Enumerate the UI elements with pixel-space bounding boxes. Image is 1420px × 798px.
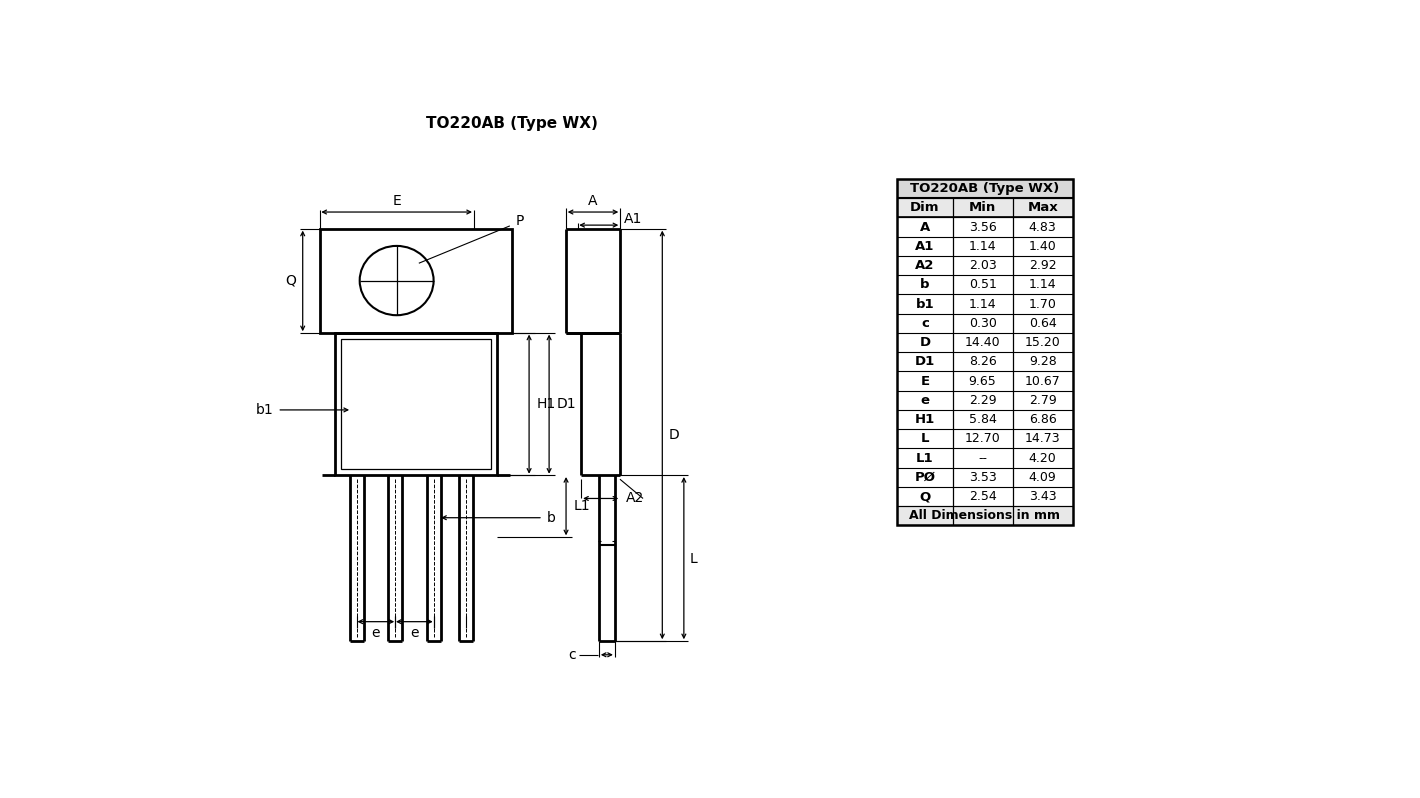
Bar bbox=[897, 179, 1072, 198]
Text: D: D bbox=[919, 336, 930, 349]
Text: Q: Q bbox=[919, 490, 930, 503]
Text: 2.29: 2.29 bbox=[968, 393, 997, 407]
Text: TO220AB (Type WX): TO220AB (Type WX) bbox=[910, 182, 1059, 195]
Text: Min: Min bbox=[968, 201, 997, 215]
Text: A: A bbox=[588, 194, 598, 208]
Text: D: D bbox=[669, 429, 679, 442]
Text: A2: A2 bbox=[914, 259, 934, 272]
Text: b: b bbox=[920, 279, 930, 291]
Text: 10.67: 10.67 bbox=[1025, 374, 1061, 388]
Text: 2.92: 2.92 bbox=[1030, 259, 1056, 272]
Text: Max: Max bbox=[1027, 201, 1058, 215]
Text: 6.86: 6.86 bbox=[1030, 413, 1056, 426]
Text: 9.65: 9.65 bbox=[968, 374, 997, 388]
Text: PØ: PØ bbox=[914, 471, 936, 484]
Text: TO220AB (Type WX): TO220AB (Type WX) bbox=[426, 116, 598, 131]
Text: e: e bbox=[920, 393, 929, 407]
Bar bbox=[897, 179, 1072, 525]
Text: 0.51: 0.51 bbox=[968, 279, 997, 291]
Text: 3.43: 3.43 bbox=[1030, 490, 1056, 503]
Text: 1.70: 1.70 bbox=[1028, 298, 1056, 310]
Text: A2: A2 bbox=[626, 492, 645, 505]
Text: 0.30: 0.30 bbox=[968, 317, 997, 330]
Text: D1: D1 bbox=[557, 397, 577, 411]
Text: --: -- bbox=[978, 452, 987, 464]
Text: A1: A1 bbox=[623, 212, 642, 226]
Text: 1.40: 1.40 bbox=[1030, 239, 1056, 253]
Text: b: b bbox=[547, 511, 555, 525]
Text: 12.70: 12.70 bbox=[964, 433, 1001, 445]
Text: 14.40: 14.40 bbox=[964, 336, 1001, 349]
Text: 1.14: 1.14 bbox=[1030, 279, 1056, 291]
Bar bbox=[897, 506, 1072, 525]
Text: H1: H1 bbox=[914, 413, 934, 426]
Text: 1.14: 1.14 bbox=[968, 298, 997, 310]
Text: b1: b1 bbox=[916, 298, 934, 310]
Text: 5.84: 5.84 bbox=[968, 413, 997, 426]
Text: 3.53: 3.53 bbox=[968, 471, 997, 484]
Text: E: E bbox=[920, 374, 930, 388]
Text: c: c bbox=[568, 648, 577, 662]
Text: 14.73: 14.73 bbox=[1025, 433, 1061, 445]
Text: L1: L1 bbox=[574, 500, 591, 513]
Text: 8.26: 8.26 bbox=[968, 355, 997, 369]
Text: All Dimensions in mm: All Dimensions in mm bbox=[909, 509, 1061, 523]
Text: 2.79: 2.79 bbox=[1030, 393, 1056, 407]
Text: 4.09: 4.09 bbox=[1030, 471, 1056, 484]
Text: b1: b1 bbox=[256, 403, 274, 417]
Text: L: L bbox=[920, 433, 929, 445]
Text: E: E bbox=[392, 194, 400, 208]
Text: 4.83: 4.83 bbox=[1030, 220, 1056, 234]
Text: c: c bbox=[922, 317, 929, 330]
Bar bbox=[897, 198, 1072, 217]
Text: 2.03: 2.03 bbox=[968, 259, 997, 272]
Text: e: e bbox=[410, 626, 419, 640]
Text: L: L bbox=[690, 551, 697, 566]
Text: 3.56: 3.56 bbox=[968, 220, 997, 234]
Text: 1.14: 1.14 bbox=[968, 239, 997, 253]
Bar bbox=[335, 333, 497, 476]
Text: A1: A1 bbox=[914, 239, 934, 253]
Text: A: A bbox=[920, 220, 930, 234]
Text: 9.28: 9.28 bbox=[1030, 355, 1056, 369]
Text: 2.54: 2.54 bbox=[968, 490, 997, 503]
Text: 15.20: 15.20 bbox=[1025, 336, 1061, 349]
Text: e: e bbox=[372, 626, 381, 640]
Text: Dim: Dim bbox=[910, 201, 940, 215]
Bar bbox=[320, 229, 513, 333]
Text: L1: L1 bbox=[916, 452, 934, 464]
Text: 0.64: 0.64 bbox=[1030, 317, 1056, 330]
Text: H1: H1 bbox=[537, 397, 557, 411]
Text: Q: Q bbox=[285, 274, 297, 288]
Bar bbox=[341, 339, 490, 469]
Text: 4.20: 4.20 bbox=[1030, 452, 1056, 464]
Text: D1: D1 bbox=[914, 355, 934, 369]
Text: P: P bbox=[515, 215, 524, 228]
